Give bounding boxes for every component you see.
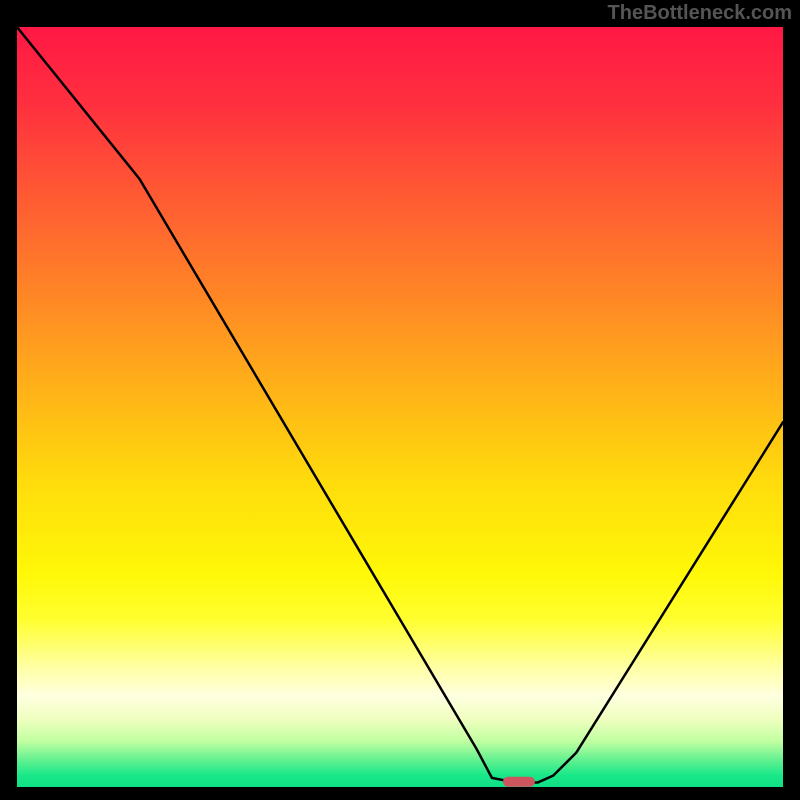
- curve-layer: [17, 27, 783, 787]
- chart-container: TheBottleneck.com: [0, 0, 800, 800]
- bottleneck-curve: [17, 27, 783, 782]
- plot-area: [17, 27, 783, 787]
- optimal-marker: [503, 776, 535, 787]
- watermark-text: TheBottleneck.com: [608, 2, 792, 25]
